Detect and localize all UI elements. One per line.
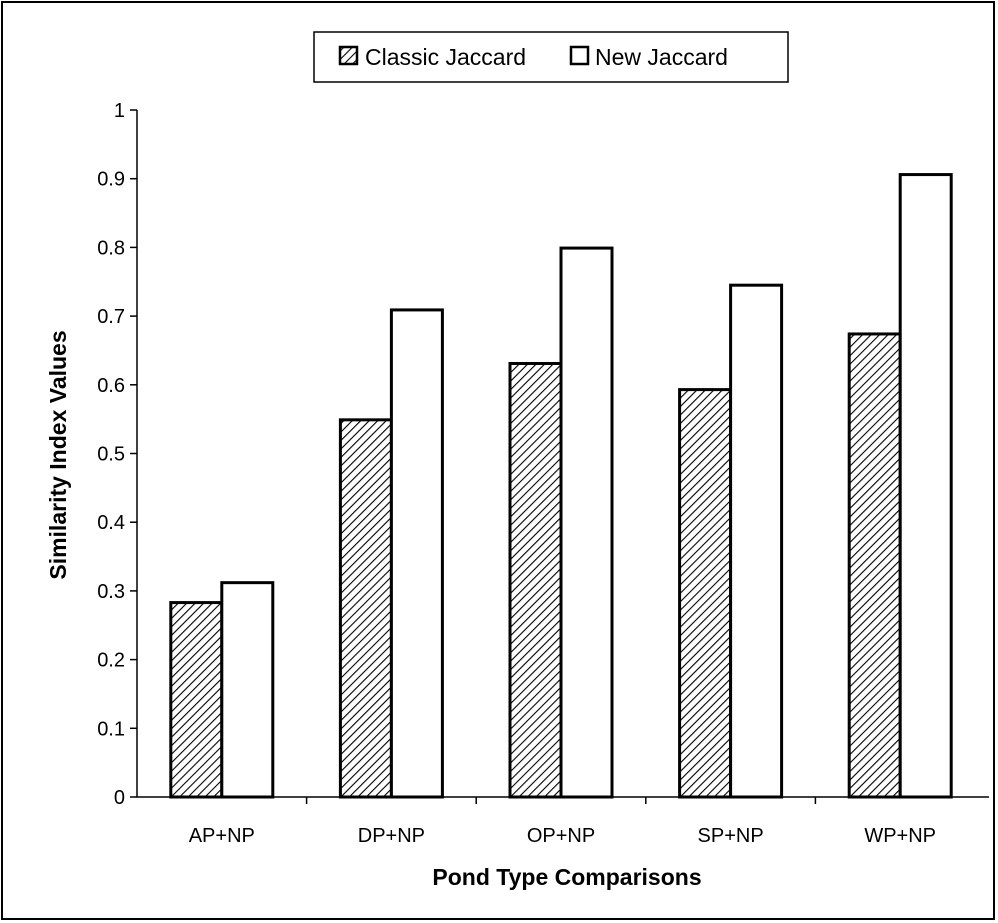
bar-classic-jaccard — [678, 388, 733, 799]
x-tick-label: SP+NP — [698, 825, 764, 847]
y-tick-label: 0.8 — [97, 237, 125, 259]
x-axis: AP+NP DP+NP OP+NP SP+NP WP+NP — [137, 796, 989, 847]
legend-label-new: New Jaccard — [595, 44, 728, 70]
y-tick-label: 0.2 — [97, 650, 125, 672]
x-tick-label: AP+NP — [189, 825, 255, 847]
bar-new-jaccard — [220, 581, 275, 799]
legend-box — [313, 31, 789, 83]
bar-new-jaccard — [729, 283, 784, 799]
bar-classic-jaccard — [508, 362, 563, 799]
x-axis-title: Pond Type Comparisons — [432, 864, 701, 890]
x-tick-label: DP+NP — [358, 825, 425, 847]
y-tick-label: 0.5 — [97, 444, 125, 466]
y-tick-label: 1 — [114, 100, 125, 122]
bar-new-jaccard — [898, 173, 953, 799]
bars — [169, 173, 953, 799]
bar-new-jaccard — [559, 246, 614, 799]
y-axis: 0 0.1 0.2 0.3 0.4 0.5 0.6 0.7 0.8 0.9 1 — [97, 100, 138, 809]
legend: Classic Jaccard New Jaccard — [313, 31, 789, 83]
y-tick-label: 0.6 — [97, 375, 125, 397]
x-tick-label: OP+NP — [527, 825, 595, 847]
x-tick-label: WP+NP — [864, 825, 936, 847]
legend-swatch-new — [569, 45, 590, 66]
legend-swatch-classic — [338, 45, 359, 66]
bar-new-jaccard — [389, 308, 444, 799]
bar-classic-jaccard — [847, 332, 902, 799]
bar-classic-jaccard — [169, 601, 224, 799]
y-axis-title: Similarity Index Values — [45, 330, 71, 579]
legend-label-classic: Classic Jaccard — [365, 44, 526, 70]
y-tick-label: 0 — [114, 787, 125, 809]
bar-classic-jaccard — [338, 418, 393, 799]
y-tick-label: 0.7 — [97, 306, 125, 328]
y-tick-label: 0.9 — [97, 169, 125, 191]
y-tick-label: 0.1 — [97, 718, 125, 740]
y-tick-label: 0.4 — [97, 512, 125, 534]
y-tick-label: 0.3 — [97, 581, 125, 603]
